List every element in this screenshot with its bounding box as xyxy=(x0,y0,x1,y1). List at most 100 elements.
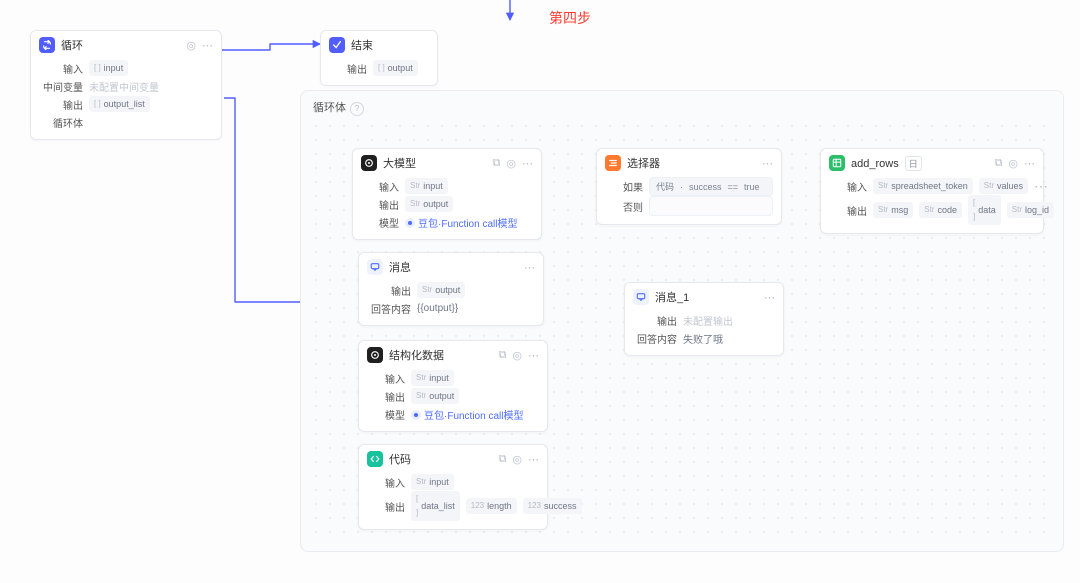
row-key: 输出 xyxy=(829,203,867,218)
more-icon[interactable]: ⋯ xyxy=(528,453,539,466)
row-key: 输入 xyxy=(367,475,405,490)
node-row: 输入 [ ]input xyxy=(39,59,213,77)
var-tag: Strinput xyxy=(411,474,454,490)
help-icon[interactable]: ? xyxy=(350,102,364,116)
row-key: 输出 xyxy=(367,389,405,404)
model-link[interactable]: 豆包·Function call模型 xyxy=(411,407,523,422)
row-key: 输出 xyxy=(367,283,411,298)
var-tag: 123length xyxy=(466,498,517,514)
node-end[interactable]: 结束 输出[ ]output xyxy=(320,30,438,86)
copy-icon[interactable]: ⧉ xyxy=(493,157,501,170)
node-code[interactable]: 代码 ⧉ ◎ ⋯ 输入 Strinput 输出 [ ]data_list 123leng… xyxy=(358,444,548,530)
node-title: 结束 xyxy=(351,37,429,53)
loop-body-title: 循环体? xyxy=(313,99,364,116)
node-row: 回答内容失败了哦 xyxy=(633,329,775,347)
node-title: 消息_1 xyxy=(655,289,758,305)
run-icon[interactable]: ◎ xyxy=(186,39,196,52)
node-selector[interactable]: 选择器 ⋯ 如果代码·success==true否则 xyxy=(596,148,782,225)
edge xyxy=(222,44,320,50)
node-row: 模型豆包·Function call模型 xyxy=(367,405,539,423)
row-placeholder: 未配置中间变量 xyxy=(89,79,159,94)
var-tag: [ ]data xyxy=(968,195,1001,225)
row-placeholder: 未配置输出 xyxy=(683,313,733,328)
var-tag: Strlog_id xyxy=(1007,202,1054,218)
copy-icon[interactable]: ⧉ xyxy=(995,157,1003,170)
row-key: 模型 xyxy=(367,407,405,422)
var-tag: Strcode xyxy=(919,202,962,218)
row-key: 输出 xyxy=(633,313,677,328)
node-title: 消息 xyxy=(389,259,518,275)
node-actions: ⧉ ◎ ⋯ xyxy=(499,349,539,362)
node-title: 代码 xyxy=(389,451,493,467)
node-struct[interactable]: 结构化数据 ⧉ ◎ ⋯ 输入Strinput输出Stroutput模型豆包·Fu… xyxy=(358,340,548,432)
node-title: 选择器 xyxy=(627,155,756,171)
message-icon xyxy=(633,289,649,305)
row-value: {{output}} xyxy=(417,303,458,314)
row-key: 回答内容 xyxy=(367,301,411,316)
more-icon[interactable]: ⋯ xyxy=(524,261,535,274)
workflow-canvas[interactable]: 第四步 循环 ◎ ⋯ 输入[ ]input中间变量未配置中间变量输出[ ]out… xyxy=(0,0,1080,583)
node-row: 输出[ ]data_list123length123success xyxy=(367,491,539,521)
copy-icon[interactable]: ⧉ xyxy=(499,349,507,362)
more-icon[interactable]: ⋯ xyxy=(202,39,213,52)
node-title: 结构化数据 xyxy=(389,347,493,363)
more-icon[interactable]: ⋯ xyxy=(762,157,773,170)
row-key: 输入 xyxy=(829,179,867,194)
row-key: 输出 xyxy=(361,197,399,212)
row-key: 输出 xyxy=(367,499,405,514)
run-icon[interactable]: ◎ xyxy=(512,453,522,466)
condition-box[interactable]: 代码·success==true xyxy=(649,177,773,196)
var-tag: Stroutput xyxy=(405,196,453,212)
copy-icon[interactable]: ⧉ xyxy=(499,453,507,466)
node-message-1[interactable]: 消息_1 ⋯ 输出未配置输出回答内容失败了哦 xyxy=(624,282,784,356)
sheet-icon xyxy=(829,155,845,171)
row-key: 输入 xyxy=(367,371,405,386)
node-actions: ⧉ ◎ ⋯ xyxy=(995,157,1035,170)
selector-else-row: 否则 xyxy=(605,196,773,216)
var-tag: [ ]output xyxy=(373,60,418,76)
node-row: 循环体 xyxy=(39,113,213,131)
node-row: 输出[ ]output_list xyxy=(39,95,213,113)
run-icon[interactable]: ◎ xyxy=(1008,157,1018,170)
var-tag: 123success xyxy=(523,498,582,514)
more-icon[interactable]: ⋯ xyxy=(522,157,533,170)
loop-icon xyxy=(39,37,55,53)
node-row: 回答内容 {{output}} xyxy=(367,299,535,317)
var-tag: [ ]input xyxy=(89,60,128,76)
var-tag: [ ]data_list xyxy=(411,491,460,521)
condition-empty[interactable] xyxy=(649,196,773,216)
more-icon[interactable]: ⋯ xyxy=(528,349,539,362)
node-llm[interactable]: 大模型 ⧉ ◎ ⋯ 输入Strinput输出Stroutput模型豆包·Func… xyxy=(352,148,542,240)
node-add-rows[interactable]: add_rows 日 ⧉ ◎ ⋯ 输入Strspreadsheet_tokenS… xyxy=(820,148,1044,234)
node-message[interactable]: 消息 ⋯ 输出 Stroutput 回答内容 {{output}} xyxy=(358,252,544,326)
node-row: 输出未配置输出 xyxy=(633,311,775,329)
node-row: 输出StrmsgStrcode[ ]dataStrlog_id xyxy=(829,195,1035,225)
node-row: 输入 Strinput xyxy=(367,473,539,491)
node-row: 中间变量未配置中间变量 xyxy=(39,77,213,95)
var-tag: Stroutput xyxy=(417,282,465,298)
llm-icon xyxy=(361,155,377,171)
code-icon xyxy=(367,451,383,467)
node-row: 输入Strinput xyxy=(361,177,533,195)
row-key: 中间变量 xyxy=(39,79,83,94)
node-row: 模型豆包·Function call模型 xyxy=(361,213,533,231)
more-icon[interactable]: ⋯ xyxy=(764,291,775,304)
node-actions: ⋯ xyxy=(764,291,775,304)
more-vars-icon[interactable]: ⋯ xyxy=(1034,181,1048,191)
selector-if-row: 如果代码·success==true xyxy=(605,177,773,196)
node-row: 输出[ ]output xyxy=(329,59,429,77)
model-link[interactable]: 豆包·Function call模型 xyxy=(405,215,517,230)
row-key: 输入 xyxy=(361,179,399,194)
message-icon xyxy=(367,259,383,275)
more-icon[interactable]: ⋯ xyxy=(1024,157,1035,170)
run-icon[interactable]: ◎ xyxy=(512,349,522,362)
node-loop[interactable]: 循环 ◎ ⋯ 输入[ ]input中间变量未配置中间变量输出[ ]output_… xyxy=(30,30,222,140)
var-tag: Stroutput xyxy=(411,388,459,404)
node-actions: ⋯ xyxy=(762,157,773,170)
node-title: add_rows 日 xyxy=(851,156,989,171)
row-key: 输入 xyxy=(39,61,83,76)
run-icon[interactable]: ◎ xyxy=(506,157,516,170)
node-row: 输入Strinput xyxy=(367,369,539,387)
row-key: 输出 xyxy=(39,97,83,112)
node-title: 循环 xyxy=(61,37,180,53)
